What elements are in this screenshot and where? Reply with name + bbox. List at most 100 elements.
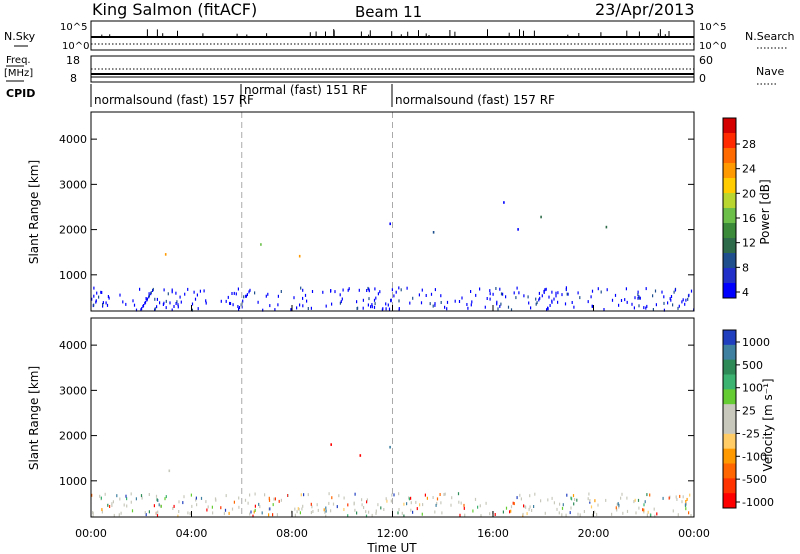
range-gate-cell (93, 294, 95, 298)
range-gate-cell (273, 497, 275, 501)
range-gate-cell (237, 287, 239, 291)
range-gate-cell (446, 300, 449, 304)
range-gate-cell (254, 492, 256, 496)
range-gate-cell (519, 493, 521, 497)
range-gate-cell (195, 498, 197, 502)
range-gate-cell (571, 301, 573, 304)
freq-tick-bottom: 8 (70, 72, 77, 85)
range-gate-cell (287, 494, 289, 497)
range-gate-cell (178, 510, 180, 513)
range-gate-cell (300, 493, 302, 497)
range-gate-cell (579, 513, 581, 517)
range-gate-cell (429, 302, 431, 306)
range-gate-cell (135, 497, 137, 501)
range-gate-cell (393, 493, 395, 497)
range-gate-cell (454, 299, 456, 303)
range-gate-cell (354, 492, 356, 496)
range-gate-cell (444, 305, 446, 309)
range-gate-cell (393, 294, 395, 298)
range-gate-cell (395, 290, 397, 294)
range-gate-cell (434, 288, 436, 292)
colorbar-frame (722, 329, 737, 509)
range-gate-cell (391, 288, 393, 292)
range-gate-cell (294, 507, 296, 511)
range-gate-cell (646, 493, 648, 497)
range-gate-cell (616, 503, 618, 506)
range-gate-cell (366, 498, 368, 502)
x-tick-label: 08:00 (276, 527, 308, 540)
range-gate-cell (125, 494, 127, 498)
range-gate-cell (107, 503, 109, 507)
range-gate-cell (363, 506, 365, 509)
range-gate-cell (541, 294, 543, 298)
range-gate-cell (229, 302, 232, 305)
range-gate-cell (277, 294, 279, 298)
range-gate-cell (559, 502, 561, 506)
colorbar-swatch (723, 359, 736, 375)
colorbar-swatch (723, 223, 736, 239)
range-gate-cell (368, 287, 370, 291)
range-gate-cell (365, 510, 367, 514)
range-gate-cell (419, 503, 421, 507)
range-gate-cell (269, 507, 271, 511)
range-gate-cell (265, 294, 267, 298)
range-gate-cell (390, 499, 392, 503)
range-gate-cell (268, 507, 270, 511)
range-gate-cell (277, 303, 279, 307)
range-gate-cell (606, 288, 608, 292)
range-gate-cell (579, 296, 581, 300)
station-title: King Salmon (fitACF) (92, 0, 257, 19)
range-gate-cell (366, 289, 368, 292)
range-gate-cell (434, 303, 436, 307)
range-gate-cell (686, 497, 688, 501)
range-gate-cell (177, 303, 179, 307)
range-gate-cell (104, 492, 106, 496)
range-gate-cell (131, 509, 134, 513)
range-gate-cell (570, 496, 572, 500)
range-gate-cell (573, 502, 575, 506)
range-gate-cell (479, 287, 481, 291)
range-gate-cell (510, 308, 513, 312)
range-gate-cell (120, 511, 122, 515)
range-gate-cell (280, 498, 282, 502)
range-gate-cell (141, 307, 143, 311)
range-gate-cell (551, 496, 553, 500)
range-gate-cell (466, 303, 468, 306)
range-gate-cell (408, 496, 410, 500)
range-gate-cell (227, 295, 229, 299)
range-gate-cell (570, 506, 572, 510)
range-gate-cell (689, 493, 691, 497)
range-gate-cell (358, 288, 360, 292)
range-gate-cell (220, 506, 222, 510)
range-gate-cell (299, 511, 301, 515)
range-gate-cell (621, 492, 623, 496)
range-gate-cell (205, 301, 207, 305)
range-gate-cell (458, 500, 460, 504)
range-gate-cell (366, 500, 368, 504)
range-gate-cell (643, 510, 645, 514)
x-tick-label: 00:00 (75, 527, 107, 540)
range-gate-cell (652, 294, 654, 298)
range-gate-cell (509, 510, 511, 514)
range-gate-cell (412, 296, 414, 300)
range-gate-cell (156, 498, 158, 502)
range-gate-cell (533, 505, 535, 508)
range-gate-cell (549, 304, 551, 307)
range-gate-cell (200, 496, 203, 500)
range-gate-cell (634, 498, 636, 502)
range-gate-cell (176, 300, 178, 304)
range-gate-cell (684, 503, 687, 507)
range-gate-cell (557, 291, 559, 295)
colorbar-tick-label: 1000 (742, 336, 770, 349)
range-gate-cell (163, 301, 165, 305)
range-gate-cell (474, 497, 477, 501)
range-gate-cell (410, 501, 412, 505)
range-gate-cell (229, 301, 231, 305)
range-gate-cell (254, 504, 256, 508)
cpid-label: CPID (6, 87, 35, 100)
range-gate-cell (436, 501, 438, 505)
range-gate-cell (620, 496, 622, 500)
range-gate-cell (154, 307, 156, 311)
range-gate-cell (387, 303, 389, 307)
range-gate-cell (245, 294, 247, 298)
